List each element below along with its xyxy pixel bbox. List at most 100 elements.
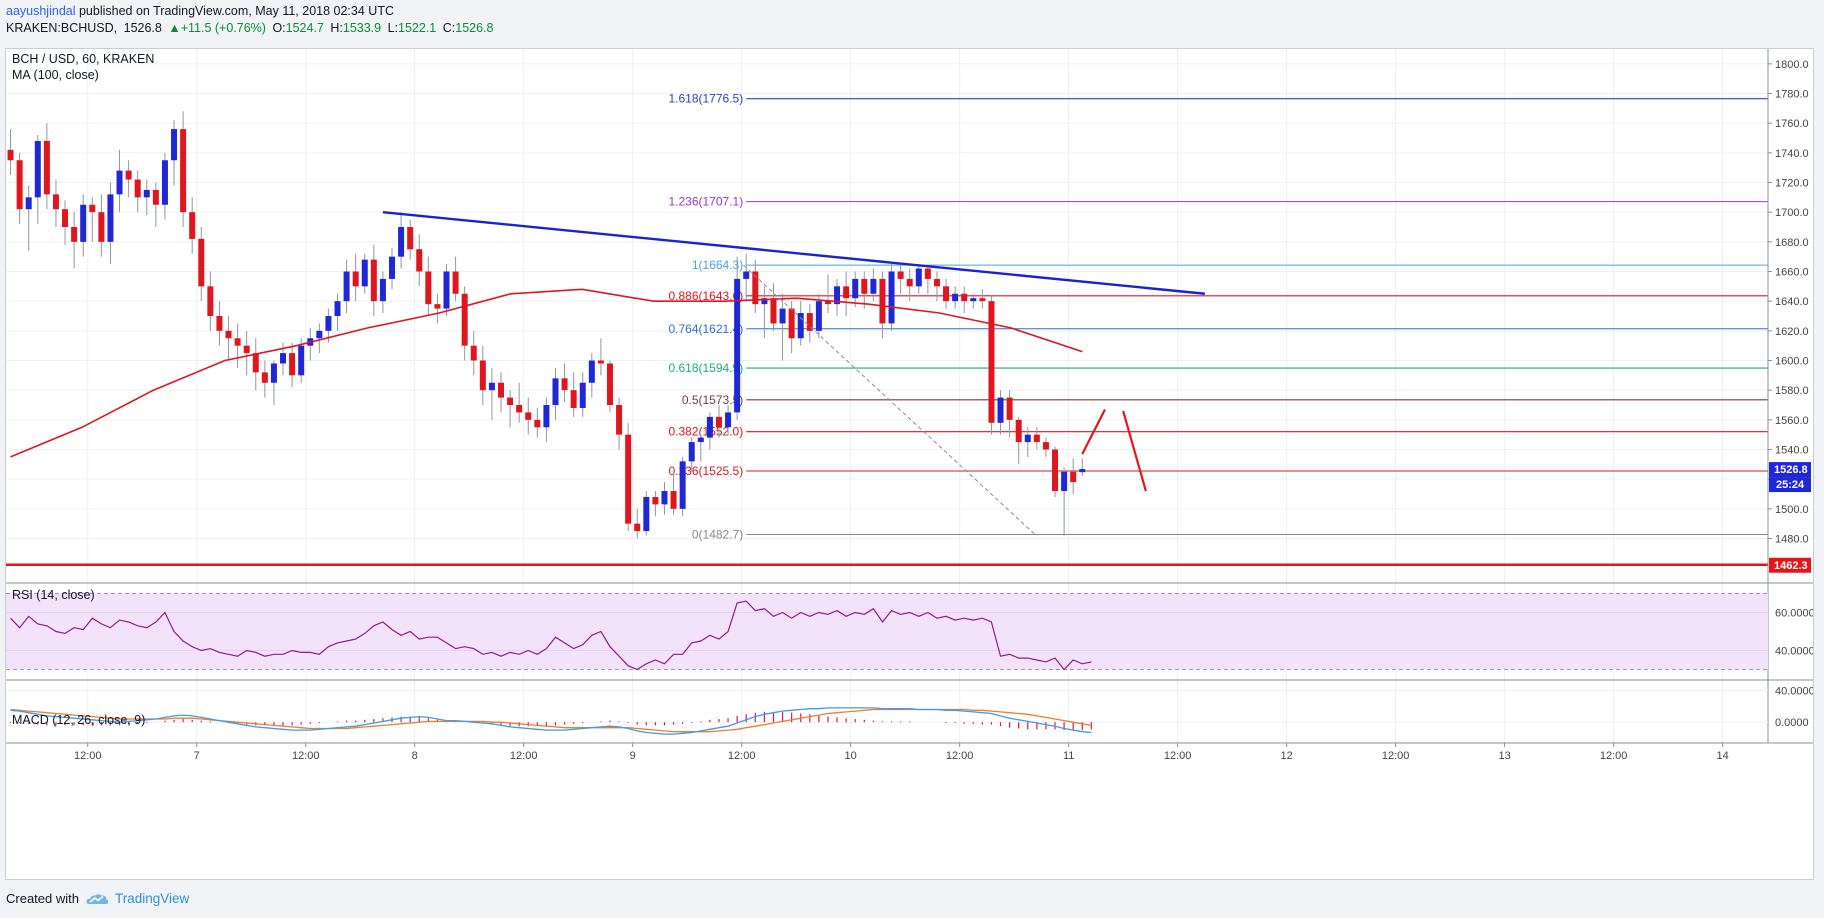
candle [307, 327, 314, 361]
candle [98, 194, 105, 257]
candle-body [198, 238, 205, 287]
candle [189, 197, 196, 254]
candle-body [870, 278, 877, 294]
candle-body [252, 353, 259, 373]
candle-body [161, 160, 168, 205]
candle-body [407, 227, 414, 250]
candle-body [534, 419, 541, 428]
tradingview-brand[interactable]: TradingView [114, 891, 190, 906]
candle [606, 360, 613, 413]
candle-body [725, 412, 732, 428]
candle-body [171, 129, 178, 161]
candle [525, 397, 532, 435]
candle [616, 397, 623, 450]
candle-body [715, 416, 722, 428]
open-value: 1524.7 [285, 21, 324, 35]
candle-body [270, 363, 277, 383]
candle [1033, 427, 1040, 450]
candle-body [207, 286, 214, 316]
bar-timer-label: 25:24 [1776, 479, 1805, 491]
fib-level-label: 1.618(1776.5) [668, 92, 743, 106]
candle [961, 286, 968, 314]
macd-pane: 40.0000 0.0000 [6, 686, 1813, 735]
price-axis[interactable]: 1800.0 1780.0 1760.0 1740.0 1720.0 1700.0 1680… [6, 49, 1813, 744]
candle-body [1015, 419, 1022, 443]
overlays [6, 210, 1768, 566]
candle-body [479, 360, 486, 391]
candle [398, 212, 405, 269]
candle [1042, 437, 1049, 457]
candle-body [761, 298, 768, 305]
quote-line: KRAKEN:BCHUSD, 1526.8 ▲+11.5 (+0.76%) O:… [6, 20, 493, 36]
open-label: O: [272, 21, 286, 35]
candle [943, 278, 950, 309]
candle [534, 407, 541, 438]
fib-anchor-dashed-line [743, 264, 1036, 535]
candle-body [770, 298, 777, 324]
low-label: L: [387, 21, 399, 35]
candle [843, 271, 850, 316]
candle-body [389, 256, 396, 279]
candle [143, 179, 150, 216]
candle-body [588, 360, 595, 383]
macd-legend: MACD (12, 26, close, 9) [12, 713, 146, 727]
candle-body [52, 194, 59, 210]
candle-body [797, 313, 804, 339]
candle [679, 456, 686, 517]
candle-body [62, 209, 69, 227]
candle [343, 259, 350, 314]
candle [852, 271, 859, 308]
candle-body [625, 434, 632, 524]
candle-body [952, 293, 959, 302]
candle-body [843, 286, 850, 299]
candle-body [1033, 434, 1040, 443]
time-tick-label: 10 [845, 750, 857, 762]
fib-level-label: 0.886(1643.6) [668, 289, 743, 303]
candle-body [225, 330, 232, 339]
rsi-band [6, 593, 1768, 670]
last-price-badge [1769, 462, 1811, 478]
time-axis[interactable]: 12:00 7 12:00 8 12:00 9 12:00 10 12:00 11 12:00 12 1… [74, 743, 1729, 762]
candle [743, 253, 750, 302]
candle [370, 244, 377, 316]
candle-body [915, 268, 922, 287]
candle-body [116, 170, 123, 195]
close-label: C: [442, 21, 456, 35]
candle-body [597, 360, 604, 364]
candle-body [752, 271, 759, 305]
candle-body [1061, 471, 1068, 492]
candle-body [89, 204, 96, 213]
chart-frame[interactable]: 1.618(1776.5) 1.236(1707.1) 1(1664.3) 0.886… [5, 48, 1814, 880]
candle [579, 372, 586, 417]
candle [552, 367, 559, 420]
candle-body [661, 491, 668, 505]
macd-tick-label: 0.0000 [1775, 717, 1809, 729]
candle-body [280, 353, 287, 364]
candle [71, 212, 78, 269]
candle-body [361, 259, 368, 287]
candle-body [734, 278, 741, 413]
candle [1070, 458, 1077, 494]
chart-canvas[interactable]: 1.618(1776.5) 1.236(1707.1) 1(1664.3) 0.886… [6, 49, 1813, 879]
author-link[interactable]: aayushjindal [6, 4, 76, 18]
rsi-legend: RSI (14, close) [12, 588, 95, 602]
candle-body [107, 194, 114, 242]
price-change: +11.5 (+0.76%) [180, 21, 266, 35]
candle [379, 271, 386, 314]
candle-body [1052, 449, 1059, 492]
price-tick-label: 1600.0 [1775, 356, 1809, 368]
time-tick-label: 12:00 [946, 750, 974, 762]
candle-body [507, 397, 514, 405]
price-tick-label: 1800.0 [1775, 59, 1809, 71]
candle-body [461, 293, 468, 346]
candle [125, 160, 132, 198]
candle [171, 120, 178, 186]
up-triangle-icon: ▲ [168, 21, 181, 35]
support-badge [1769, 557, 1811, 573]
candle-body [670, 491, 677, 509]
candle [561, 363, 568, 403]
candle [134, 170, 141, 213]
candle [906, 268, 913, 302]
time-tick-label: 11 [1063, 750, 1074, 762]
candle-body [43, 140, 50, 195]
